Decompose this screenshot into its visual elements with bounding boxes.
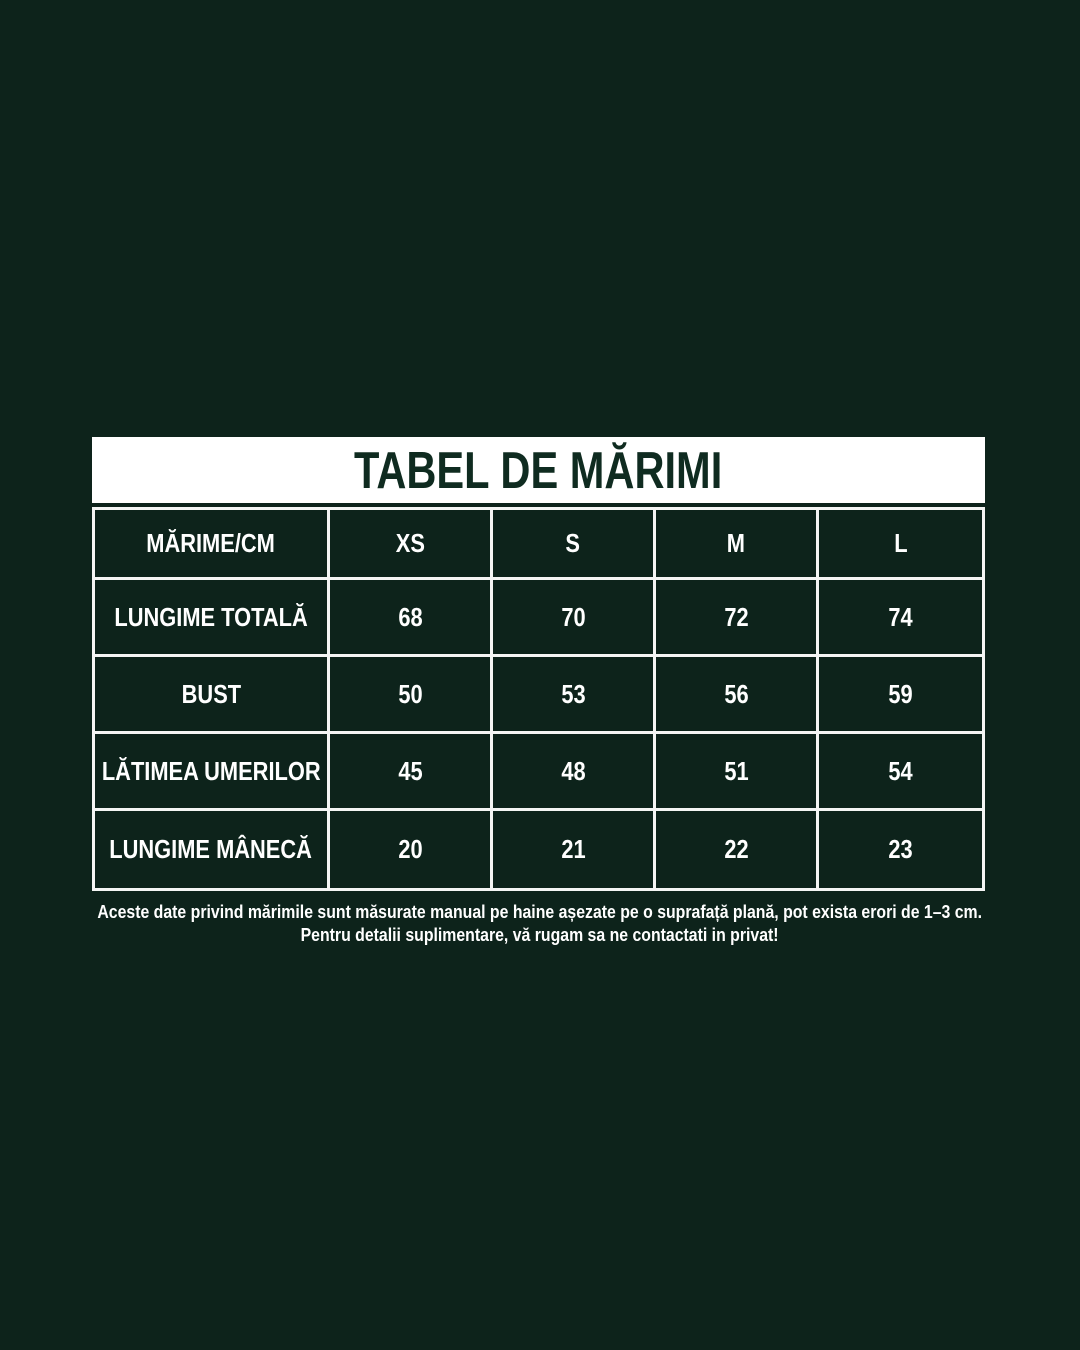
cell-lungime-totala-s: 70 <box>493 580 656 657</box>
row-label-lungime-maneca: LUNGIME MÂNECĂ <box>95 811 330 888</box>
cell-lungime-maneca-xs: 20 <box>330 811 493 888</box>
row-label-lungime-totala: LUNGIME TOTALĂ <box>95 580 330 657</box>
cell-latimea-umerilor-l: 54 <box>819 734 982 811</box>
cell-bust-xs: 50 <box>330 657 493 734</box>
col-header-s: S <box>493 510 656 580</box>
cell-lungime-totala-xs: 68 <box>330 580 493 657</box>
cell-latimea-umerilor-s: 48 <box>493 734 656 811</box>
row-label-bust: BUST <box>95 657 330 734</box>
cell-latimea-umerilor-xs: 45 <box>330 734 493 811</box>
size-table: MĂRIME/CM XS S M L LUNGIME TOTALĂ 68 70 … <box>92 507 985 891</box>
cell-lungime-totala-m: 72 <box>656 580 819 657</box>
table-title: TABEL DE MĂRIMI <box>354 442 723 500</box>
footnote-line-1: Aceste date privind mărimile sunt măsura… <box>97 902 983 922</box>
col-header-l: L <box>819 510 982 580</box>
footnote: Aceste date privind mărimile sunt măsura… <box>0 901 1080 947</box>
table-title-bar: TABEL DE MĂRIMI <box>92 437 985 503</box>
cell-lungime-maneca-s: 21 <box>493 811 656 888</box>
row-label-latimea-umerilor: LĂTIMEA UMERILOR <box>95 734 330 811</box>
cell-bust-l: 59 <box>819 657 982 734</box>
cell-bust-s: 53 <box>493 657 656 734</box>
footnote-line-2: Pentru detalii suplimentare, vă rugam sa… <box>301 925 779 945</box>
cell-lungime-totala-l: 74 <box>819 580 982 657</box>
cell-latimea-umerilor-m: 51 <box>656 734 819 811</box>
cell-lungime-maneca-m: 22 <box>656 811 819 888</box>
col-header-m: M <box>656 510 819 580</box>
col-header-xs: XS <box>330 510 493 580</box>
col-header-size-cm: MĂRIME/CM <box>95 510 330 580</box>
cell-lungime-maneca-l: 23 <box>888 834 913 864</box>
cell-bust-m: 56 <box>656 657 819 734</box>
